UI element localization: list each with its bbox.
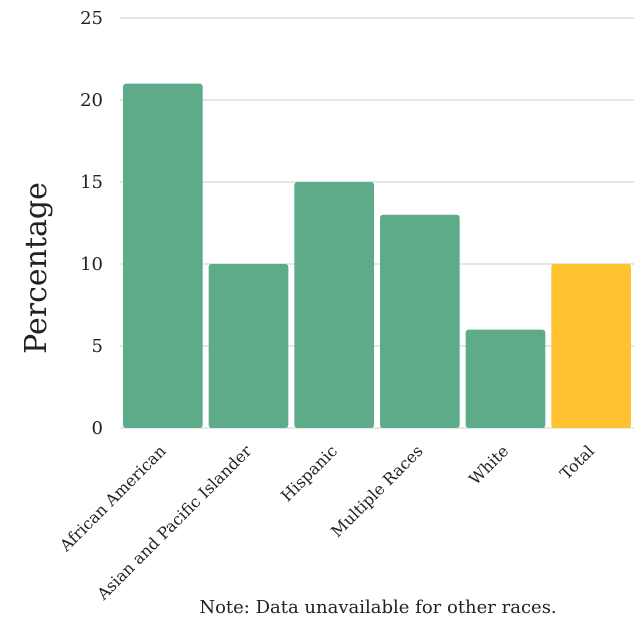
x-tick-label: Asian and Pacific Islander [93, 441, 256, 604]
y-axis-ticks: 0 5 10 15 20 25 [80, 8, 103, 439]
y-tick-label: 15 [80, 172, 103, 193]
y-tick-label: 20 [80, 90, 103, 111]
y-axis-title: Percentage [19, 182, 54, 354]
x-tick-label: Multiple Races [327, 441, 427, 541]
bar [208, 264, 289, 428]
bar [123, 83, 203, 428]
y-tick-label: 0 [92, 418, 103, 439]
chart-note: Note: Data unavailable for other races. [199, 597, 556, 618]
bar [380, 214, 460, 428]
bars [123, 83, 631, 428]
gridlines [120, 17, 634, 429]
y-tick-label: 25 [80, 8, 103, 29]
y-tick-label: 10 [80, 254, 103, 275]
x-tick-label: White [465, 441, 512, 488]
x-tick-label: Total [556, 441, 598, 483]
bar [465, 329, 546, 428]
bar [551, 264, 631, 428]
x-tick-label: Hispanic [277, 441, 341, 505]
y-tick-label: 5 [92, 336, 103, 357]
bar [294, 182, 374, 428]
